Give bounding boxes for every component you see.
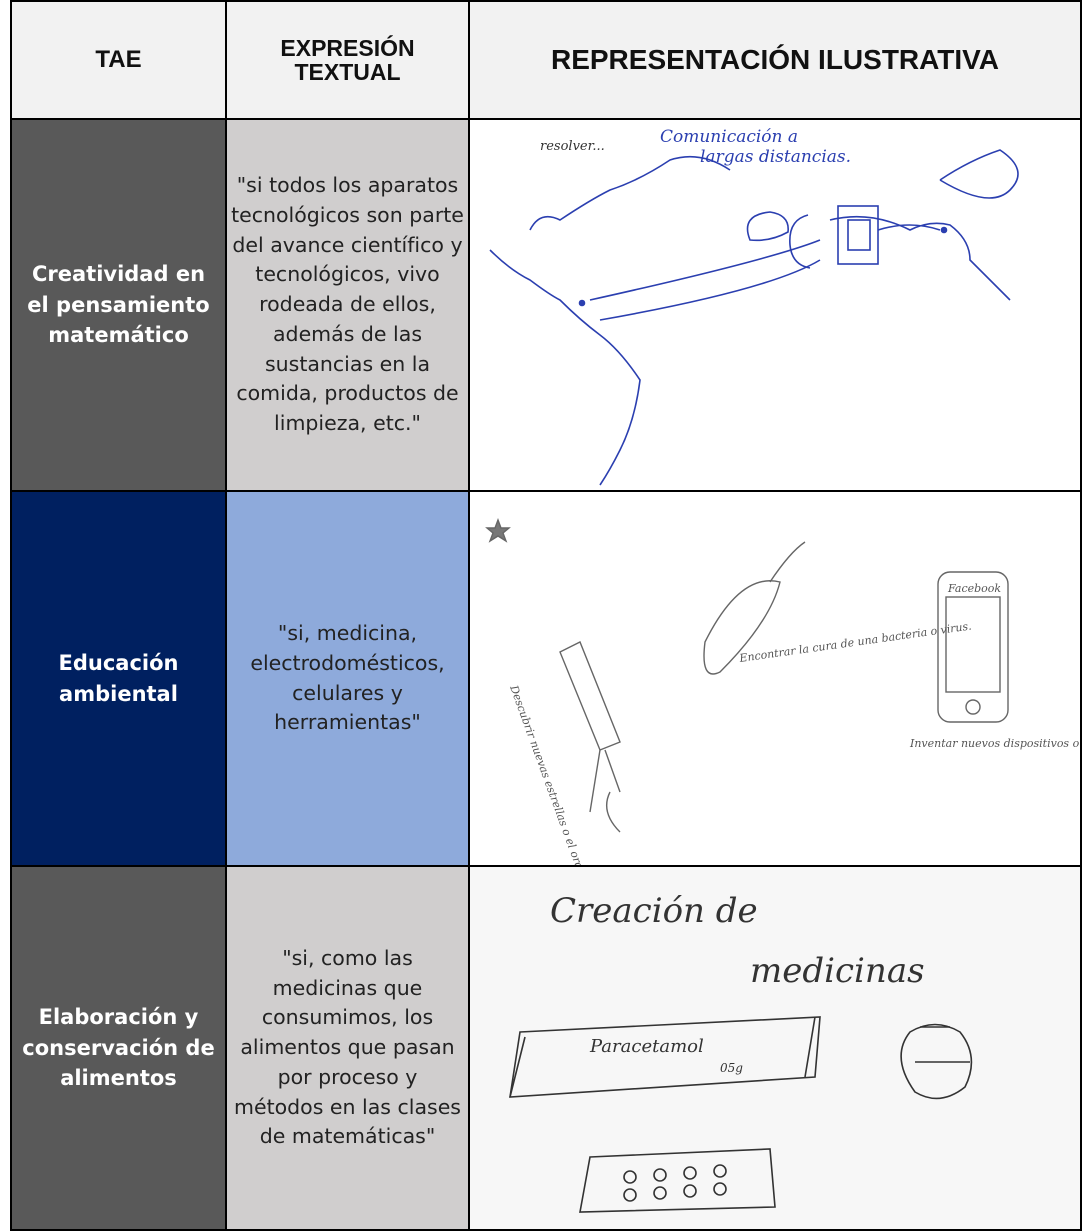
drawing: resolver... Comunicación a largas distan… [489,127,1019,486]
handwriting: Inventar nuevos dispositivos o renovarlo… [909,737,1080,750]
header-cell: TAE [12,2,225,118]
handwriting: largas distancias. [700,147,851,167]
sketch [509,1016,973,1213]
handwriting: Facebook [947,582,1001,595]
sketch [485,518,1009,833]
illustration: Facebook Encontrar la cura de una bacter… [470,492,1080,865]
table: TAE EXPRESIÓN TEXTUAL REPRESENTACIÓN ILU… [10,0,1082,1231]
handwriting: resolver... [540,139,605,154]
handwriting: medicinas [750,951,925,991]
drawing: Creación de medicinas Paracetamol 05g [470,867,1080,1229]
expression-cell: "si, medicina, electrodomésticos, celula… [227,492,468,865]
header-cell: REPRESENTACIÓN ILUSTRATIVA [470,2,1080,118]
illustration: Creación de medicinas Paracetamol 05g [470,867,1080,1229]
expression-cell: "si, como las medicinas que consumimos, … [227,867,468,1229]
expression-cell: "si todos los aparatos tecnológicos son … [227,120,468,490]
drawing: Facebook Encontrar la cura de una bacter… [485,518,1080,865]
handwriting: Comunicación a [660,127,798,147]
tae-cell: Creatividad en el pensamiento matemático [12,120,225,490]
sketch [489,149,1019,486]
tae-cell: Elaboración y conservación de alimentos [12,867,225,1229]
paper [470,867,1080,1229]
handwriting: Encontrar la cura de una bacteria o viru… [738,619,973,665]
handwriting: Paracetamol [589,1036,704,1057]
handwriting: Creación de [550,891,758,931]
illustration: resolver... Comunicación a largas distan… [470,120,1080,490]
tae-cell: Educación ambiental [12,492,225,865]
header-cell: EXPRESIÓN TEXTUAL [227,2,468,118]
handwriting: Descubrir nuevas estrellas o el orden de… [507,683,609,865]
handwriting: 05g [720,1061,743,1075]
